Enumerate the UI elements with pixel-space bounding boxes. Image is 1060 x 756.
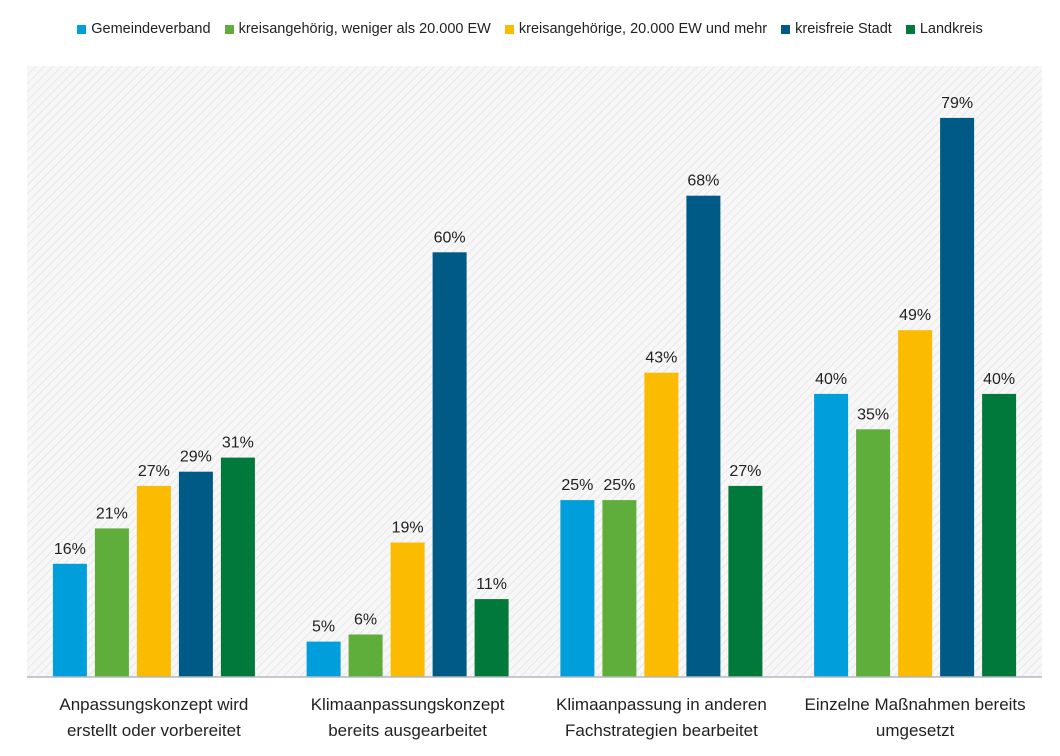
data-label: 49% (899, 307, 931, 324)
data-label: 60% (434, 229, 466, 246)
legend-label: Gemeindeverband (91, 21, 211, 37)
bar (940, 117, 975, 677)
bar (474, 599, 509, 677)
data-label: 6% (354, 612, 377, 629)
data-label: 19% (392, 520, 424, 537)
bar (560, 500, 595, 677)
legend-swatch (781, 24, 791, 34)
x-tick-label: Einzelne Maßnahmen bereits (805, 695, 1026, 714)
data-label: 68% (687, 173, 719, 190)
data-label: 11% (476, 576, 507, 593)
x-tick-label: umgesetzt (876, 721, 955, 740)
data-label: 35% (857, 406, 889, 423)
bar (432, 252, 467, 678)
legend-label: kreisangehörige, 20.000 EW und mehr (518, 21, 768, 37)
legend-item: kreisangehörige, 20.000 EW und mehr (504, 21, 768, 37)
data-label: 5% (312, 619, 335, 636)
bar (644, 372, 679, 677)
bar (136, 485, 171, 677)
bar (728, 485, 763, 677)
legend-swatch (224, 24, 234, 34)
legend-label: kreisfreie Stadt (795, 21, 892, 37)
data-label: 16% (54, 541, 86, 558)
bar (348, 634, 383, 677)
bar (898, 330, 933, 677)
data-label: 29% (180, 449, 212, 466)
x-tick-label: erstellt oder vorbereitet (67, 721, 241, 740)
bar (306, 641, 341, 677)
data-label: 27% (729, 463, 761, 480)
data-label: 25% (561, 477, 593, 494)
legend-swatch (504, 24, 514, 34)
bar (602, 500, 637, 677)
data-label: 43% (645, 350, 677, 367)
bar (856, 429, 891, 677)
legend-item: kreisfreie Stadt (781, 21, 892, 37)
data-label: 21% (96, 505, 128, 522)
bar (982, 393, 1017, 677)
bar (390, 542, 425, 677)
legend-item: Landkreis (905, 21, 983, 37)
bar (94, 528, 129, 677)
legend-swatch (77, 24, 87, 34)
chart-legend: Gemeindeverband kreisangehörig, weniger a… (0, 16, 1060, 42)
x-tick-label: Klimaanpassungskonzept (311, 695, 505, 714)
x-tick-label: Klimaanpassung in anderen (556, 695, 767, 714)
legend-label: Landkreis (919, 21, 983, 37)
legend-swatch (905, 24, 915, 34)
data-label: 27% (138, 463, 170, 480)
bar (52, 563, 87, 677)
x-tick-label: Fachstrategien bearbeitet (565, 721, 758, 740)
bar (686, 195, 721, 677)
bar (814, 393, 849, 677)
data-label: 25% (603, 477, 635, 494)
legend-item: Gemeindeverband (77, 21, 211, 37)
data-label: 79% (941, 95, 973, 112)
x-tick-label: Anpassungskonzept wird (59, 695, 248, 714)
x-tick-label: bereits ausgearbeitet (328, 721, 487, 740)
data-label: 31% (222, 435, 254, 452)
data-label: 40% (815, 371, 847, 388)
bar (178, 471, 213, 677)
legend-label: kreisangehörig, weniger als 20.000 EW (238, 21, 491, 37)
data-label: 40% (983, 371, 1015, 388)
bar (220, 457, 255, 677)
legend-item: kreisangehörig, weniger als 20.000 EW (224, 21, 491, 37)
